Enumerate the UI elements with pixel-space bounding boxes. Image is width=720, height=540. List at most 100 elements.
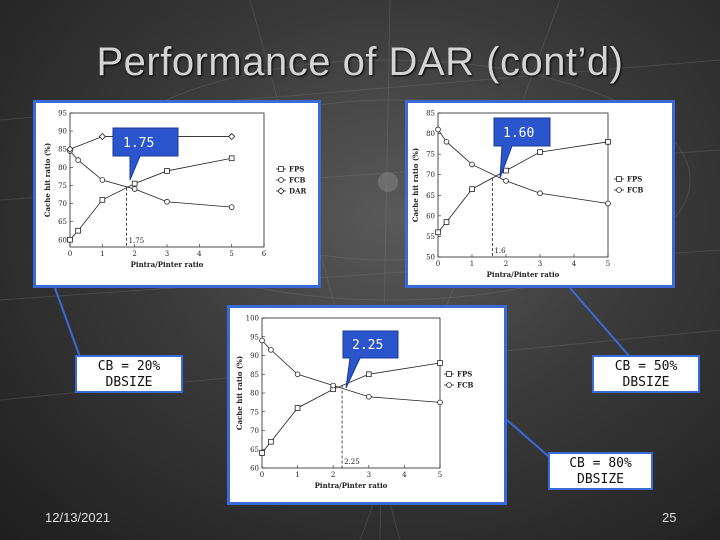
legend-label-fps: FPS: [457, 370, 472, 379]
point-fcb: [294, 371, 301, 378]
y-tick-label: 60: [426, 212, 435, 220]
point-fcb: [366, 393, 372, 400]
x-tick-label: 0: [260, 471, 264, 479]
callout-3-label: 2.25: [352, 338, 383, 353]
x-tick-label: 2: [132, 250, 136, 258]
callout-2: 1.60: [493, 117, 551, 179]
x-tick-label: 5: [229, 250, 233, 258]
x-tick-label: 4: [197, 250, 202, 258]
point-fps: [259, 450, 265, 456]
y-tick-label: 95: [58, 110, 67, 118]
y-tick-label: 70: [250, 427, 259, 435]
y-tick-label: 90: [250, 352, 259, 360]
point-fcb: [435, 126, 441, 133]
callout-1: 1.75: [112, 127, 179, 181]
x-tick-label: 3: [165, 250, 169, 258]
point-fps: [443, 219, 450, 225]
cache-size-box-80-line2: DBSIZE: [577, 472, 624, 487]
x-tick-label: 6: [262, 250, 267, 258]
point-fps: [365, 371, 372, 378]
y-tick-label: 70: [426, 171, 435, 179]
crossover-label: 1.75: [129, 237, 145, 245]
point-fps: [268, 438, 274, 445]
callout-2-label: 1.60: [503, 126, 534, 141]
legend-marker-dar: [277, 187, 285, 195]
x-tick-label: 0: [68, 250, 72, 258]
y-tick-label: 75: [250, 408, 259, 416]
point-dar: [66, 145, 74, 153]
point-fps: [75, 227, 81, 234]
x-tick-label: 5: [438, 471, 442, 479]
legend-marker-fps: [446, 371, 452, 377]
x-axis-label: Pintra/Pinter ratio: [315, 481, 388, 490]
callout-3: 2.25: [342, 330, 399, 389]
point-fps: [131, 180, 138, 187]
y-tick-label: 65: [426, 192, 435, 200]
point-fps: [537, 149, 543, 155]
y-tick-label: 85: [58, 146, 67, 154]
y-tick-label: 85: [426, 110, 435, 118]
point-fcb: [131, 186, 138, 192]
cache-size-box-50: CB = 50% DBSIZE: [592, 355, 700, 393]
x-axis-label: Pintra/Pinter ratio: [487, 270, 560, 279]
legend-label-fcb: FCB: [289, 176, 306, 185]
point-fps: [67, 236, 73, 243]
y-tick-label: 80: [250, 390, 259, 398]
cache-size-box-20: CB = 20% DBSIZE: [75, 355, 183, 393]
crossover-label: 2.25: [344, 458, 360, 466]
chart-cb80: 0 1 2 3 4 5 60 65 70 75 80 85 90 95 100 Pintra/Pinter r…: [235, 315, 474, 491]
point-fcb: [605, 200, 611, 207]
y-tick-label: 95: [250, 333, 259, 341]
point-fps: [294, 405, 301, 411]
y-tick-label: 60: [250, 465, 259, 473]
point-fps: [437, 360, 443, 366]
legend-marker-fps: [278, 166, 284, 172]
y-tick-label: 100: [246, 315, 259, 323]
point-fps: [99, 197, 106, 203]
x-tick-label: 3: [538, 260, 542, 268]
legend-label-fcb: FCB: [627, 186, 644, 195]
point-fps: [605, 139, 611, 145]
legend-label-fcb: FCB: [457, 381, 474, 390]
legend-label-fps: FPS: [627, 175, 642, 184]
y-tick-label: 70: [58, 200, 67, 208]
point-fps: [469, 186, 475, 192]
point-fps: [164, 168, 170, 174]
legend-label-fps: FPS: [289, 165, 304, 174]
y-tick-label: 55: [426, 233, 435, 241]
point-fcb: [537, 190, 543, 197]
y-tick-label: 50: [426, 254, 435, 262]
cache-size-box-20-line1: CB = 20%: [97, 359, 161, 374]
x-tick-label: 1: [100, 250, 104, 258]
point-dar: [228, 132, 236, 141]
slide-title: Performance of DAR (cont’d): [96, 40, 624, 84]
y-tick-label: 90: [58, 128, 67, 136]
y-axis-label: Cache hit ratio (%): [235, 356, 244, 430]
cache-size-box-50-line1: CB = 50%: [614, 359, 678, 374]
point-fcb: [443, 138, 450, 145]
y-tick-label: 75: [58, 182, 67, 190]
x-tick-label: 2: [504, 260, 508, 268]
y-tick-label: 85: [250, 371, 259, 379]
point-fcb: [330, 382, 336, 389]
x-tick-label: 5: [606, 260, 610, 268]
y-axis-label: Cache hit ratio (%): [411, 148, 420, 222]
point-dar: [98, 132, 106, 141]
slide-date: 12/13/2021: [45, 510, 111, 525]
legend-marker-fcb: [446, 382, 452, 388]
point-fcb: [259, 337, 265, 344]
cache-size-box-50-line2: DBSIZE: [622, 375, 670, 390]
point-fcb: [268, 347, 274, 353]
x-tick-label: 4: [572, 260, 577, 268]
point-fcb: [164, 198, 170, 205]
point-fps: [503, 167, 509, 174]
plot-frame: [437, 112, 609, 258]
y-tick-label: 65: [250, 446, 259, 454]
y-tick-label: 80: [426, 130, 435, 138]
y-tick-label: 60: [58, 236, 67, 244]
cache-size-box-20-line2: DBSIZE: [105, 375, 153, 390]
x-tick-label: 3: [367, 471, 371, 479]
